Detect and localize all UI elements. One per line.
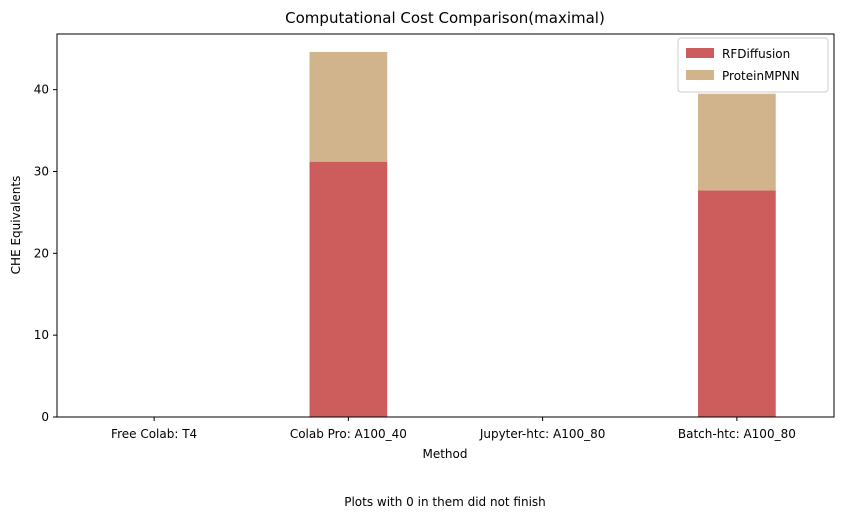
legend-label: RFDiffusion bbox=[722, 47, 790, 61]
axes-layer: Free Colab: T4 Colab Pro: A100_40 Jupyter-… bbox=[34, 33, 835, 441]
y-tick-label: 40 bbox=[34, 83, 49, 97]
bar-proteinmpnn-1 bbox=[309, 52, 388, 162]
x-tick-label: Colab Pro: A100_40 bbox=[290, 427, 407, 441]
bars-layer bbox=[309, 52, 776, 417]
x-axis-label: Method bbox=[422, 447, 467, 461]
legend: RFDiffusion ProteinMPNN bbox=[677, 37, 829, 93]
plot-frame bbox=[56, 33, 835, 418]
y-tick-label: 0 bbox=[41, 410, 49, 424]
legend-label: ProteinMPNN bbox=[722, 69, 800, 83]
legend-swatch bbox=[686, 48, 714, 58]
x-tick-label: Jupyter-htc: A100_80 bbox=[479, 427, 606, 441]
legend-swatch bbox=[686, 70, 714, 80]
footnote: Plots with 0 in them did not finish bbox=[344, 495, 546, 509]
bar-proteinmpnn-3 bbox=[698, 93, 776, 191]
y-tick-label: 10 bbox=[34, 328, 49, 342]
bar-rfdiffusion-1 bbox=[309, 161, 388, 417]
chart-title: Computational Cost Comparison(maximal) bbox=[285, 9, 605, 27]
y-axis-label: CHE Equivalents bbox=[9, 176, 23, 275]
x-tick-label: Free Colab: T4 bbox=[111, 427, 197, 441]
y-tick-label: 30 bbox=[34, 164, 49, 178]
bar-rfdiffusion-3 bbox=[698, 190, 776, 417]
x-tick-label: Batch-htc: A100_80 bbox=[678, 427, 796, 441]
y-tick-label: 20 bbox=[34, 246, 49, 260]
legend-box bbox=[677, 37, 829, 93]
